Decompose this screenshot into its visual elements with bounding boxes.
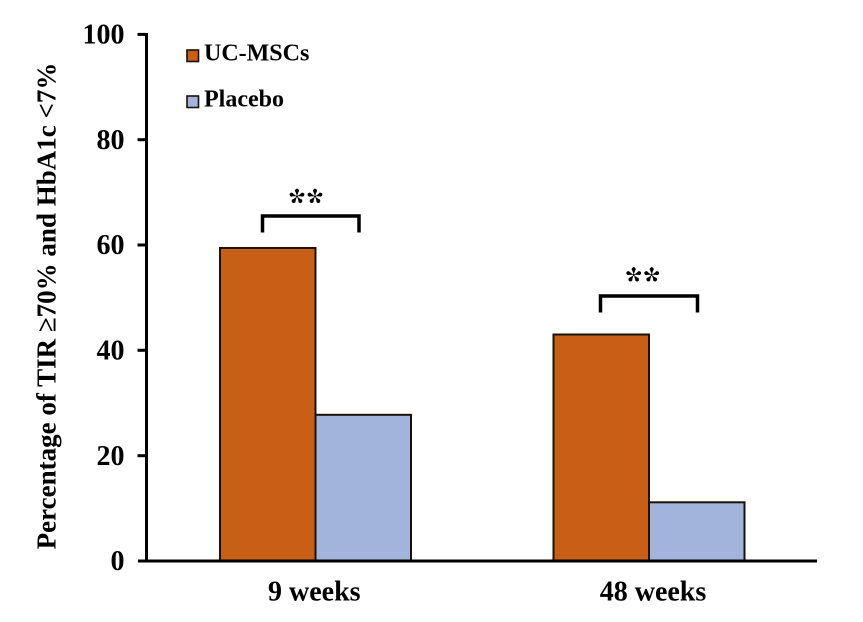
svg-text:UC-MSCs: UC-MSCs xyxy=(204,41,309,67)
svg-text:80: 80 xyxy=(97,125,125,156)
svg-text:Placebo: Placebo xyxy=(204,87,284,113)
svg-text:Percentage of TIR ≥70% and HbA: Percentage of TIR ≥70% and HbA1c <7% xyxy=(32,63,62,550)
svg-text:9 weeks: 9 weeks xyxy=(268,576,361,607)
svg-text:40: 40 xyxy=(97,335,125,366)
svg-text:100: 100 xyxy=(83,20,125,51)
svg-text:48 weeks: 48 weeks xyxy=(600,576,707,607)
svg-text:20: 20 xyxy=(97,441,125,472)
svg-text:0: 0 xyxy=(111,546,125,577)
svg-text:60: 60 xyxy=(97,230,125,261)
